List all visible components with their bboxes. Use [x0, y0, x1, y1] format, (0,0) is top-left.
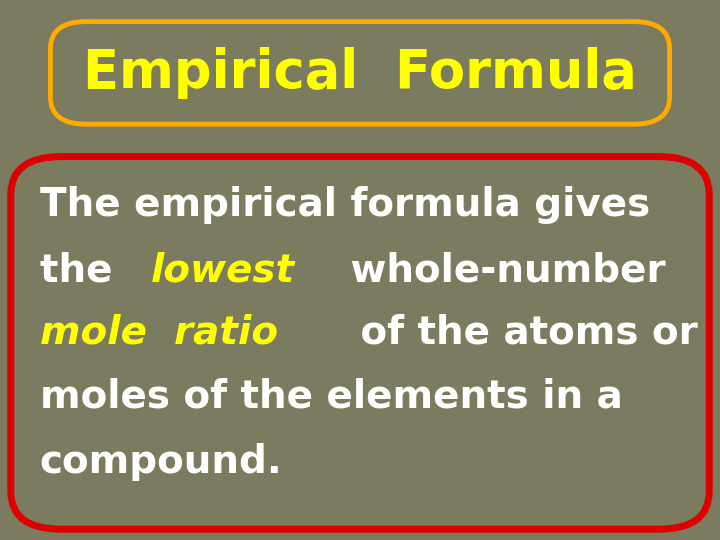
FancyBboxPatch shape	[50, 22, 670, 124]
Text: The empirical formula gives: The empirical formula gives	[40, 186, 650, 224]
Text: Empirical  Formula: Empirical Formula	[83, 47, 637, 99]
FancyBboxPatch shape	[11, 157, 709, 529]
Text: whole-number: whole-number	[336, 251, 665, 289]
Text: the: the	[40, 251, 125, 289]
Text: moles of the elements in a: moles of the elements in a	[40, 378, 622, 416]
Text: compound.: compound.	[40, 443, 282, 481]
Text: lowest: lowest	[150, 251, 294, 289]
Text: mole  ratio: mole ratio	[40, 313, 278, 351]
Text: of the atoms or: of the atoms or	[347, 313, 698, 351]
